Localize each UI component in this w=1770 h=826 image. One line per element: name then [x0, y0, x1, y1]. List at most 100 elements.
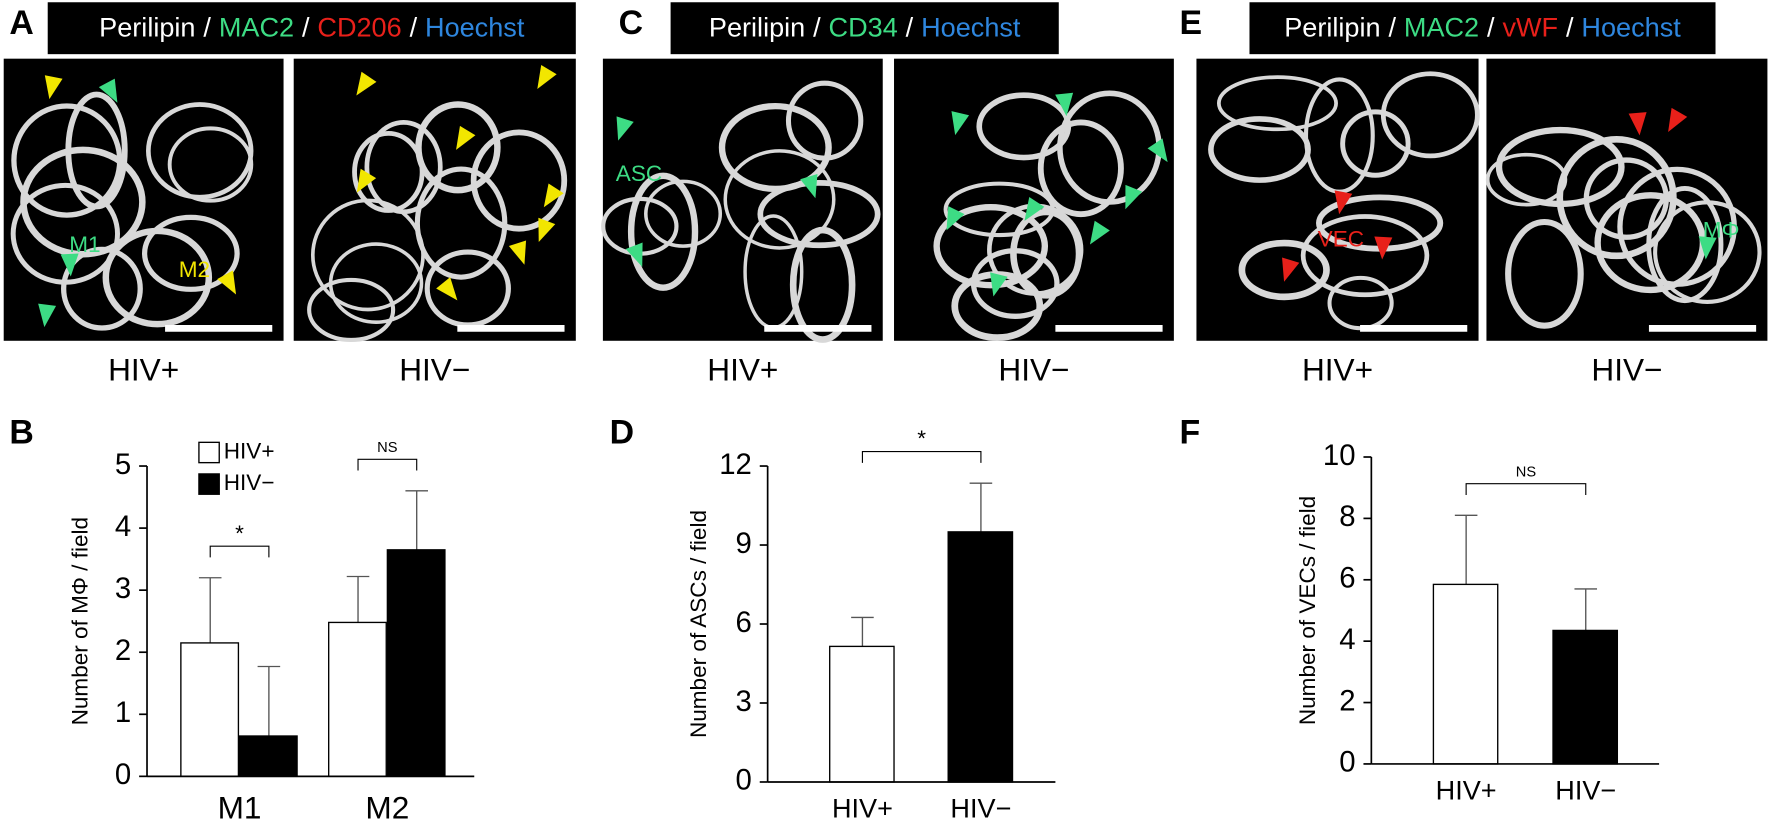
- condition-label: HIV−: [399, 352, 470, 388]
- legend-swatch: [198, 441, 220, 464]
- image-annotation: ASC: [616, 161, 662, 186]
- x-tick-label: HIV+: [1436, 774, 1497, 805]
- cell-outline: [976, 92, 1072, 161]
- cell-outline: [141, 214, 240, 292]
- bar: [1432, 583, 1499, 765]
- panel-letter: E: [1180, 4, 1203, 42]
- significance-label: *: [235, 521, 244, 546]
- stain-name: Perilipin: [709, 11, 805, 42]
- arrowhead: [1282, 257, 1300, 282]
- arrowhead: [1668, 107, 1688, 132]
- arrowhead: [38, 303, 57, 328]
- separator: /: [1388, 11, 1396, 42]
- arrowhead: [537, 64, 557, 89]
- y-tick-label: 12: [719, 448, 752, 481]
- condition-label: HIV+: [108, 352, 179, 388]
- arrowhead: [217, 270, 237, 295]
- separator: /: [813, 11, 821, 42]
- condition-label: HIV+: [707, 352, 778, 388]
- image-annotation: MΦ: [1703, 217, 1740, 242]
- cell-outline: [61, 246, 143, 331]
- y-tick-label: 0: [1339, 746, 1355, 779]
- image-annotation: M2: [179, 257, 210, 282]
- cell-outline: [1300, 214, 1430, 298]
- significance-bracket: [1465, 483, 1587, 496]
- cell-outline: [1505, 218, 1584, 329]
- separator: /: [1566, 11, 1574, 42]
- stain-name: CD34: [829, 11, 898, 42]
- y-tick-label: 0: [736, 764, 752, 797]
- arrowhead: [1147, 138, 1168, 163]
- y-tick-label: 6: [1339, 562, 1355, 595]
- bar: [947, 531, 1014, 783]
- cell-outline: [789, 226, 856, 343]
- separator: /: [203, 11, 211, 42]
- cell-outline: [146, 102, 254, 200]
- stain-title-box: [1249, 2, 1716, 55]
- bar: [829, 645, 895, 783]
- significance-label: NS: [377, 440, 398, 456]
- cell-outline: [1208, 116, 1311, 183]
- cell-outline: [723, 149, 836, 250]
- arrowhead: [356, 168, 377, 193]
- x-tick-label: M1: [218, 790, 262, 826]
- stain-name: Hoechst: [921, 11, 1021, 42]
- arrowhead: [990, 272, 1008, 297]
- separator: /: [302, 11, 310, 42]
- stain-name: CD206: [317, 11, 401, 42]
- panel-letter: B: [9, 413, 33, 451]
- image-annotation: VEC: [1318, 226, 1364, 251]
- cell-outline: [424, 249, 511, 328]
- y-tick-label: 1: [115, 696, 131, 729]
- legend-swatch: [198, 473, 220, 495]
- cell-outline: [414, 166, 508, 280]
- separator: /: [906, 11, 914, 42]
- cell-outline: [644, 179, 723, 248]
- y-tick-label: 4: [1339, 623, 1355, 656]
- x-tick-label: HIV+: [832, 792, 893, 823]
- arrowhead: [543, 183, 564, 208]
- arrowhead: [625, 242, 643, 267]
- stain-name: Perilipin: [1284, 11, 1380, 42]
- cell-outline: [785, 80, 864, 161]
- stain-title: Perilipin / MAC2/vWF / Hoechst: [1284, 11, 1681, 42]
- significance-bracket: [861, 450, 982, 463]
- arrowhead: [1055, 92, 1074, 117]
- image-annotation: M1: [69, 232, 100, 257]
- panel-letter: D: [610, 413, 634, 451]
- arrowhead: [98, 78, 118, 103]
- arrowhead: [1374, 236, 1393, 260]
- y-tick-label: 2: [1339, 684, 1355, 717]
- cell-outline: [1238, 239, 1330, 301]
- y-tick-label: 8: [1339, 500, 1355, 533]
- cell-outline: [11, 103, 123, 218]
- panel-letter: F: [1180, 413, 1201, 451]
- arrowhead: [1089, 220, 1110, 245]
- y-tick-label: 4: [115, 510, 131, 543]
- stain-title: Perilipin / CD34/Hoechst: [709, 11, 1021, 42]
- legend-label: HIV−: [224, 470, 275, 495]
- cell-outline: [1216, 75, 1338, 132]
- cell-outline: [470, 129, 568, 232]
- significance-label: NS: [1516, 464, 1537, 480]
- cell-outline: [627, 172, 699, 291]
- panel-letter: A: [9, 4, 33, 42]
- stain-title: Perilipin / MAC2/CD206/Hoechst: [99, 11, 525, 42]
- arrowhead: [436, 277, 458, 301]
- significance-label: *: [917, 426, 926, 451]
- y-tick-label: 3: [736, 685, 752, 718]
- significance-bracket: [357, 458, 418, 471]
- bar: [180, 642, 240, 778]
- stain-name: Hoechst: [425, 11, 525, 42]
- legend-label: HIV+: [224, 438, 275, 463]
- cell-outline: [307, 277, 396, 343]
- x-tick-label: M2: [365, 790, 409, 826]
- bar: [328, 621, 387, 778]
- separator: /: [1487, 11, 1495, 42]
- cell-outline: [415, 101, 501, 194]
- arrowhead: [800, 173, 818, 199]
- stain-name: MAC2: [1404, 11, 1479, 42]
- arrowhead: [508, 240, 527, 265]
- y-axis-label: Number of MΦ / field: [68, 517, 93, 725]
- bar: [386, 549, 446, 778]
